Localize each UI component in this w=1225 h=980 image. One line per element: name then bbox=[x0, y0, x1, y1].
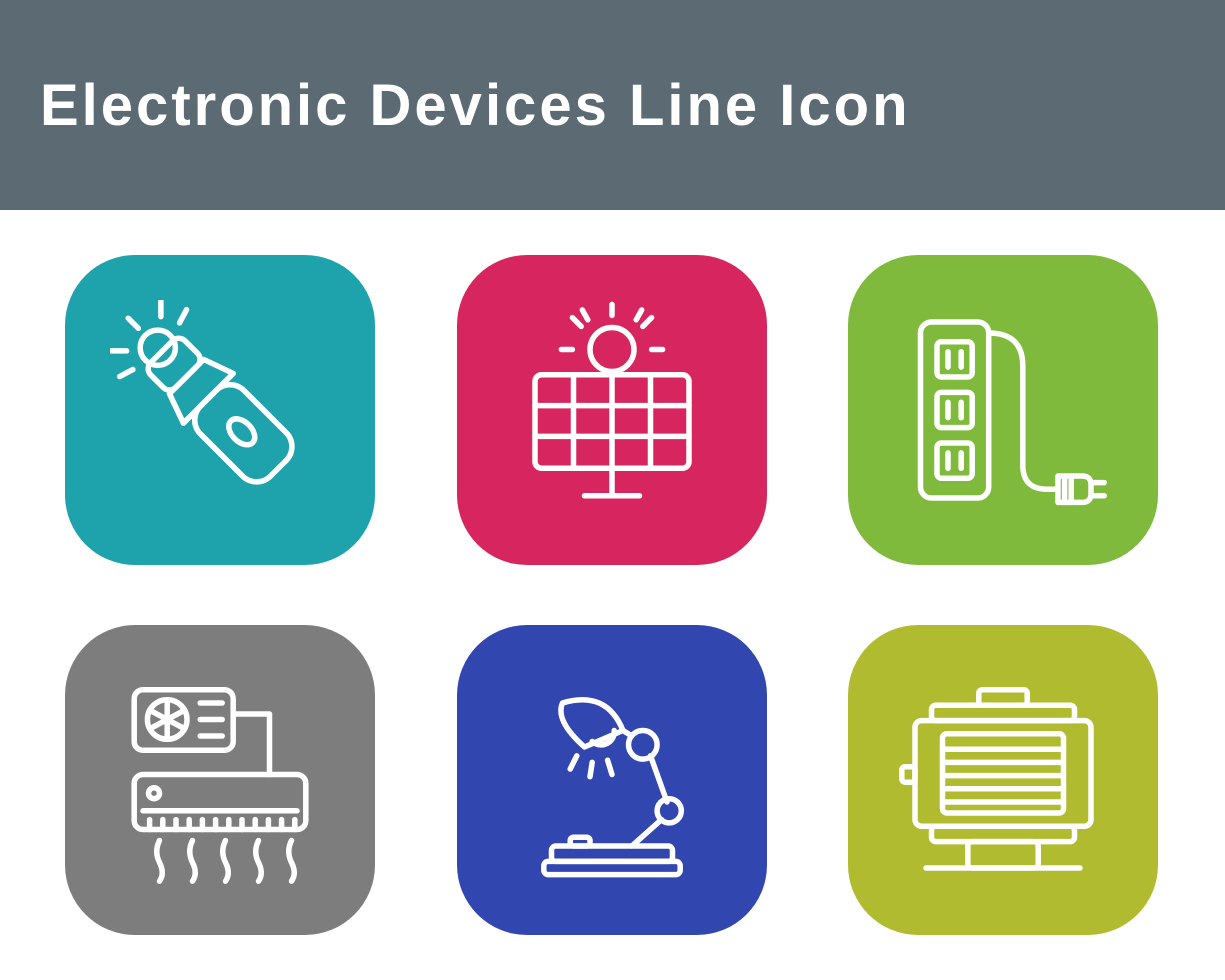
electric-motor-icon bbox=[893, 670, 1113, 890]
tile-desk-lamp bbox=[457, 625, 767, 935]
tile-air-conditioner bbox=[65, 625, 375, 935]
tile-solar-panel bbox=[457, 255, 767, 565]
tile-flashlight bbox=[65, 255, 375, 565]
flashlight-icon bbox=[110, 300, 330, 520]
tile-electric-motor bbox=[848, 625, 1158, 935]
tile-power-strip bbox=[848, 255, 1158, 565]
icon-grid bbox=[0, 210, 1225, 980]
desk-lamp-icon bbox=[502, 670, 722, 890]
power-strip-icon bbox=[893, 300, 1113, 520]
header-bar: Electronic Devices Line Icon bbox=[0, 0, 1225, 210]
air-conditioner-icon bbox=[110, 670, 330, 890]
solar-panel-icon bbox=[502, 300, 722, 520]
page-title: Electronic Devices Line Icon bbox=[40, 72, 911, 139]
